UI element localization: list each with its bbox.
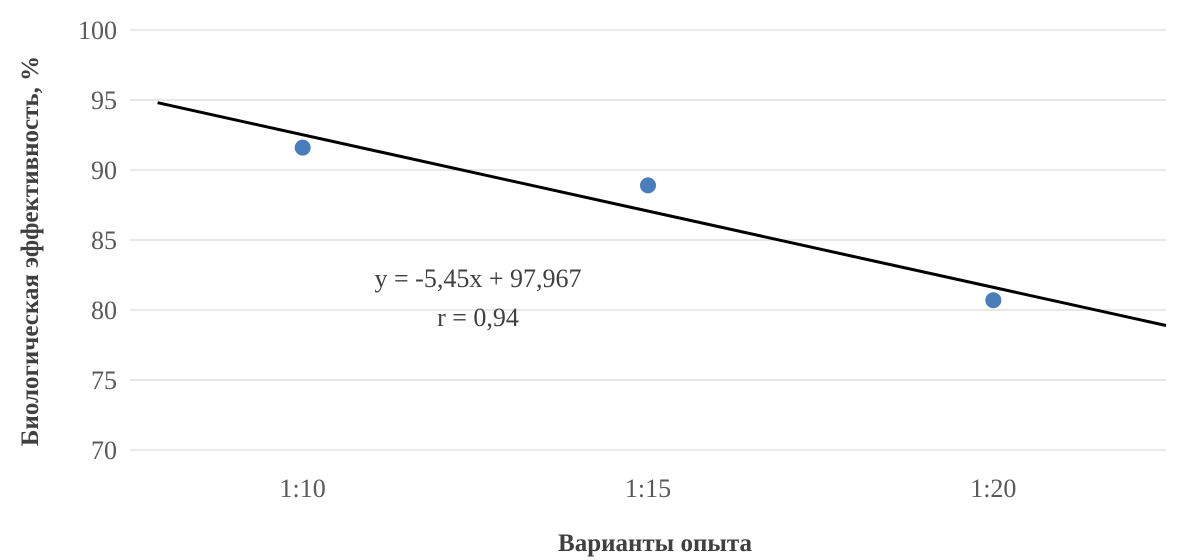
y-tick-label: 70	[91, 436, 117, 465]
x-tick-label: 1:20	[970, 474, 1016, 503]
x-tick-label: 1:10	[280, 474, 326, 503]
x-axis-ticks: 1:10 1:15 1:20	[280, 474, 1017, 503]
y-axis-title: Биологическая эффективность, %	[17, 56, 44, 446]
y-tick-label: 90	[91, 156, 117, 185]
y-tick-label: 100	[78, 16, 117, 45]
data-points	[294, 139, 1002, 309]
data-point-1-20	[985, 292, 1002, 309]
data-point-1-15	[640, 177, 656, 194]
y-tick-label: 80	[91, 296, 117, 325]
gridlines	[130, 29, 1166, 451]
trendline-equation: y = -5,45x + 97,967	[375, 264, 582, 293]
correlation-label: r = 0,94	[437, 303, 519, 332]
x-tick-label: 1:15	[625, 474, 671, 503]
y-axis-ticks: 70 75 80 85 90 95 100	[78, 16, 117, 465]
trendline	[157, 101, 1167, 327]
x-axis-title: Варианты опыта	[558, 530, 752, 557]
data-point-1-10	[294, 139, 311, 156]
y-tick-label: 95	[91, 86, 117, 115]
y-tick-label: 75	[91, 366, 117, 395]
y-tick-label: 85	[91, 226, 117, 255]
trendline-layer	[157, 101, 1167, 327]
